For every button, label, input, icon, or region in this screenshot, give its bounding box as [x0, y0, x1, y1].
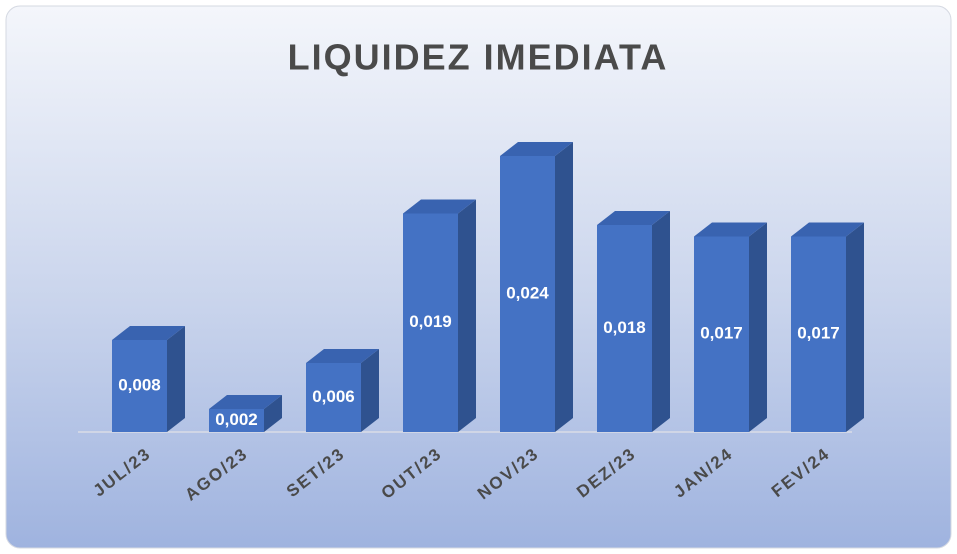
value-label: 0,018 [603, 318, 646, 337]
value-label: 0,002 [215, 410, 258, 429]
bar-side [749, 222, 767, 432]
bar-top [694, 222, 767, 237]
value-label: 0,006 [312, 387, 355, 406]
bar [209, 409, 264, 432]
bar-top [403, 199, 476, 214]
value-label: 0,019 [409, 312, 452, 331]
bar [112, 340, 167, 432]
bar-top [112, 326, 185, 340]
bar-side [167, 326, 185, 432]
bar [306, 363, 361, 432]
bar [500, 156, 555, 432]
bar-side [264, 395, 282, 432]
bar-top [306, 349, 379, 363]
bar-side [846, 222, 864, 432]
bar-top [209, 395, 282, 409]
bar-side [361, 349, 379, 432]
chart-title: LIQUIDEZ IMEDIATA [288, 37, 669, 78]
value-label: 0,017 [797, 324, 840, 343]
bar [791, 236, 846, 432]
bar-top [791, 222, 864, 237]
value-label: 0,017 [700, 324, 743, 343]
bar [694, 236, 749, 432]
bar [403, 213, 458, 432]
bar-side [652, 211, 670, 432]
value-label: 0,008 [118, 375, 161, 394]
value-label: 0,024 [506, 283, 549, 302]
bar-side [555, 142, 573, 432]
bar-side [458, 199, 476, 432]
bar [597, 225, 652, 432]
bar-top [597, 211, 670, 225]
bar-top [500, 142, 573, 156]
